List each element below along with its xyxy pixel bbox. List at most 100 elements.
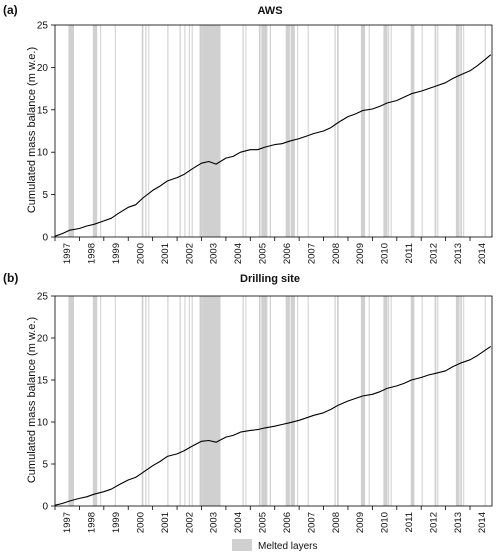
melted-layer-band <box>184 25 186 237</box>
melted-layer-band <box>68 25 74 237</box>
melted-layer-band <box>167 25 169 237</box>
melted-layer-band <box>410 25 415 237</box>
melted-layer-band <box>245 296 247 506</box>
melted-layer-band <box>421 296 423 506</box>
melted-layer-band <box>383 25 388 237</box>
melted-layer-band <box>269 25 271 237</box>
melted-layer-band <box>463 296 465 506</box>
chart-title-drilling-site: Drilling site <box>240 273 300 285</box>
melted-layer-band <box>141 25 144 237</box>
melted-layer-band <box>188 25 190 237</box>
melted-layer-band <box>68 296 74 506</box>
melted-layer-band <box>184 296 186 506</box>
melted-layer-band <box>191 296 193 506</box>
melted-layer-band <box>290 296 295 506</box>
melted-layer-band <box>92 25 98 237</box>
x-tick-label: 2004 <box>233 512 244 533</box>
chart-title-aws: AWS <box>257 5 282 17</box>
melted-layer-band <box>245 25 247 237</box>
x-tick-label: 2003 <box>209 512 220 533</box>
melted-layer-band <box>261 296 268 506</box>
melted-layer-band <box>307 25 309 237</box>
melted-layer-band <box>261 25 268 237</box>
melted-layer-band <box>114 25 116 237</box>
melted-layer-band <box>100 296 102 506</box>
melted-layer-band <box>434 25 437 237</box>
melted-layer-band <box>242 25 244 237</box>
x-tick-label: 2000 <box>135 243 146 264</box>
melted-layer-band <box>285 25 290 237</box>
melted-layer-band <box>360 25 366 237</box>
x-tick-label: 2013 <box>453 512 464 533</box>
panel-label-b: (b) <box>3 271 18 285</box>
melted-layer-band <box>388 296 390 506</box>
y-tick-label: 5 <box>42 190 48 201</box>
x-tick-label: 2003 <box>209 243 220 264</box>
melted-layer-band <box>334 296 336 506</box>
x-tick-label: 2002 <box>184 512 195 533</box>
y-tick-label: 25 <box>37 292 49 303</box>
melted-layer-band <box>455 296 460 506</box>
y-axis-label-b: Cumulated mass balance (m w.e.) <box>26 317 38 483</box>
x-tick-label: 2007 <box>306 512 317 533</box>
x-tick-label: 2009 <box>355 512 366 533</box>
melted-layer-band <box>141 296 144 506</box>
legend: Melted layers <box>232 539 317 552</box>
melted-layer-band <box>290 25 295 237</box>
melted-layer-band <box>368 25 370 237</box>
y-tick-label: 10 <box>37 148 49 159</box>
y-axis-label-a: Cumulated mass balance (m w.e.) <box>26 47 38 213</box>
melted-layer-band <box>337 25 339 237</box>
melted-layer-band <box>179 296 181 506</box>
series-line <box>54 54 492 237</box>
panel-drilling-site: (b) Drilling site Cumulated mass balance… <box>3 271 493 533</box>
melted-layer-band <box>437 25 439 237</box>
melted-layer-band <box>179 25 181 237</box>
melted-layer-band <box>145 25 147 237</box>
x-tick-label: 2006 <box>282 243 293 264</box>
x-tick-label: 2014 <box>477 512 488 533</box>
x-tick-label: 1998 <box>87 243 98 264</box>
melted-layer-band <box>92 296 98 506</box>
legend-swatch <box>232 539 252 551</box>
melted-layer-band <box>390 296 392 506</box>
melted-layer-band <box>337 296 339 506</box>
melted-layer-band <box>202 25 221 237</box>
melted-layer-band <box>297 25 299 237</box>
melted-layer-band <box>145 296 147 506</box>
melted-layer-band <box>484 296 486 506</box>
melted-layer-band <box>269 296 271 506</box>
x-tick-label: 2011 <box>404 512 415 532</box>
melted-layer-band <box>383 296 388 506</box>
x-tick-label: 2007 <box>306 243 317 264</box>
melted-layer-band <box>199 25 203 237</box>
melted-layer-band <box>388 25 390 237</box>
melted-layer-band <box>199 296 203 506</box>
melted-layer-band <box>167 296 169 506</box>
x-tick-label: 2010 <box>380 243 391 264</box>
x-tick-label: 2012 <box>428 243 439 264</box>
y-tick-label: 10 <box>37 418 49 429</box>
melted-layer-band <box>463 25 465 237</box>
x-tick-label: 1999 <box>111 243 122 264</box>
x-tick-label: 2012 <box>428 512 439 533</box>
x-tick-label: 1997 <box>62 243 73 264</box>
melted-layer-band <box>114 296 116 506</box>
x-tick-label: 2006 <box>282 512 293 533</box>
x-tick-label: 2001 <box>160 243 171 264</box>
x-tick-label: 2014 <box>477 243 488 264</box>
melted-layer-band <box>188 296 190 506</box>
melted-layer-band <box>307 296 309 506</box>
x-tick-label: 2004 <box>233 243 244 264</box>
melted-layer-band <box>434 296 437 506</box>
plot-frame <box>54 24 493 238</box>
melted-layer-band <box>297 296 299 506</box>
melted-layer-band <box>410 296 415 506</box>
melted-layer-band <box>334 25 336 237</box>
x-tick-label: 2005 <box>258 512 269 533</box>
melted-layer-band <box>100 25 102 237</box>
x-tick-label: 2010 <box>380 512 391 533</box>
x-tick-label: 2000 <box>135 512 146 533</box>
plot-frame <box>54 295 493 507</box>
x-tick-label: 1997 <box>62 512 73 533</box>
